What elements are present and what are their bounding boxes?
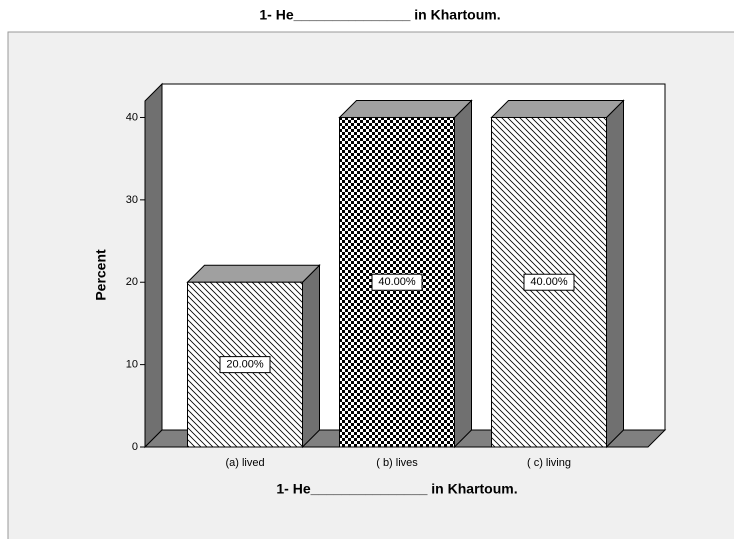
value-label-box — [523, 273, 575, 291]
bar-side — [302, 264, 320, 449]
bar-side — [606, 99, 624, 449]
bar-top — [186, 264, 321, 283]
x-tick-label: (a) lived — [225, 457, 264, 469]
y-axis-label: Percent — [93, 249, 109, 301]
value-label: 20.00% — [226, 359, 264, 371]
x-tick-label: ( b) lives — [376, 457, 418, 469]
chart-title: 1- He_______________ in Khartoum. — [259, 7, 500, 23]
value-label: 40.00% — [530, 276, 568, 288]
bar-top — [490, 99, 625, 118]
x-axis-label: 1- He_______________ in Khartoum. — [276, 481, 517, 497]
bar-side — [454, 99, 472, 449]
x-tick-label: ( c) living — [527, 457, 571, 469]
y-tick-label: 0 — [132, 441, 138, 453]
y-tick-label: 40 — [126, 111, 138, 123]
y-tick-label: 30 — [126, 194, 138, 206]
value-label-box — [371, 273, 423, 291]
bar-top — [338, 99, 473, 118]
value-label-box — [219, 356, 271, 374]
side-wall — [144, 82, 163, 449]
value-label: 40.00% — [378, 276, 416, 288]
y-tick-label: 10 — [126, 359, 138, 371]
y-tick-label: 20 — [126, 276, 138, 288]
